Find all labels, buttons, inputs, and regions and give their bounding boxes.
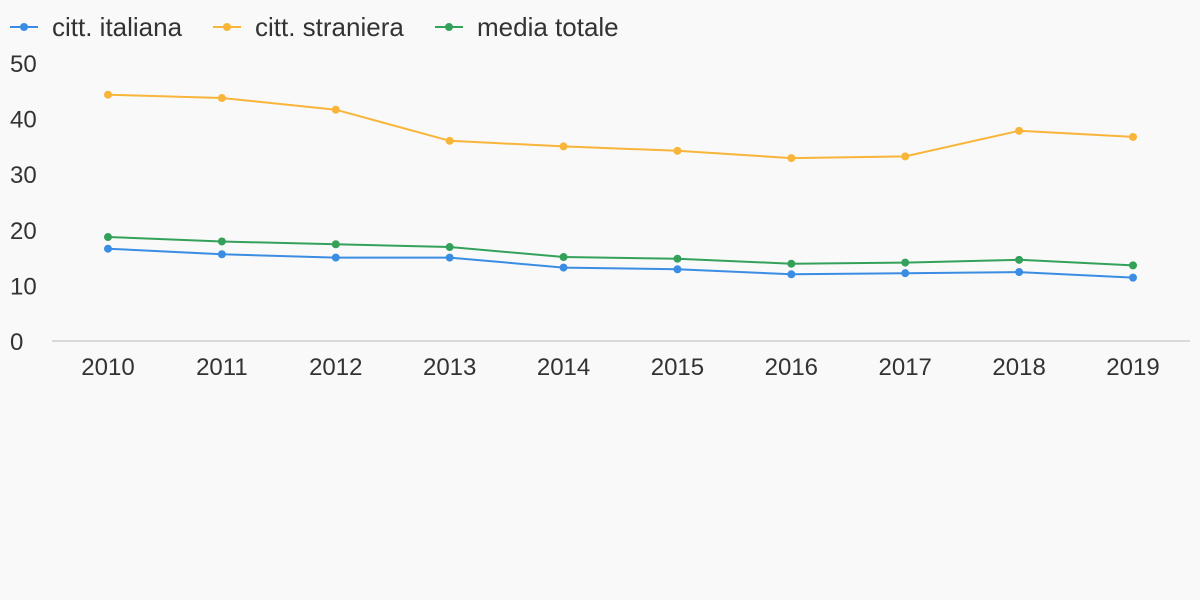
y-axis-ticks: 0 10 20 30 40 50 (10, 51, 37, 356)
x-axis-ticks: 2010 2011 2012 2013 2014 2015 2016 2017 2018 2019 (81, 354, 1159, 381)
data-point[interactable] (217, 237, 226, 246)
data-point[interactable] (673, 146, 682, 155)
data-point[interactable] (104, 90, 112, 99)
data-point[interactable] (901, 152, 910, 161)
y-tick-label: 30 (10, 162, 37, 189)
data-point[interactable] (1015, 255, 1024, 264)
data-point[interactable] (901, 258, 910, 267)
data-point[interactable] (901, 269, 910, 278)
legend-swatch-marker (223, 23, 231, 31)
data-point[interactable] (1015, 126, 1024, 135)
y-tick-label: 40 (10, 107, 37, 134)
data-point[interactable] (445, 136, 454, 145)
data-point[interactable] (1129, 261, 1137, 270)
legend-label: media totale (477, 12, 619, 42)
x-tick-label: 2010 (81, 354, 134, 381)
data-point[interactable] (559, 142, 568, 151)
data-point[interactable] (445, 253, 454, 262)
series-line (107, 247, 1134, 279)
legend-swatch-marker (20, 23, 28, 31)
series-line (107, 236, 1134, 267)
data-point[interactable] (104, 244, 112, 253)
data-point[interactable] (217, 250, 226, 259)
data-point[interactable] (217, 94, 226, 103)
x-tick-label: 2011 (196, 354, 248, 381)
x-tick-label: 2012 (309, 354, 362, 381)
y-tick-label: 20 (10, 218, 37, 245)
series-1 (104, 90, 1137, 163)
y-tick-label: 0 (10, 329, 23, 356)
x-tick-label: 2017 (879, 354, 932, 381)
legend-item-2[interactable]: media totale (435, 12, 619, 42)
data-point[interactable] (673, 265, 682, 274)
x-tick-label: 2016 (765, 354, 818, 381)
legend: citt. italiana citt. straniera media total… (10, 12, 619, 42)
data-point[interactable] (787, 154, 796, 163)
data-point[interactable] (787, 270, 796, 279)
x-tick-label: 2019 (1106, 354, 1159, 381)
data-point[interactable] (559, 253, 568, 262)
series-line (107, 93, 1134, 160)
legend-swatch-marker (445, 23, 453, 31)
x-tick-label: 2015 (651, 354, 704, 381)
series-layer (104, 90, 1137, 282)
data-point[interactable] (331, 105, 340, 114)
data-point[interactable] (1129, 132, 1137, 141)
legend-item-0[interactable]: citt. italiana (10, 12, 183, 42)
data-point[interactable] (1129, 273, 1137, 282)
data-point[interactable] (445, 243, 454, 252)
series-0 (104, 244, 1137, 282)
data-point[interactable] (787, 259, 796, 268)
data-point[interactable] (331, 240, 340, 249)
y-tick-label: 10 (10, 273, 37, 300)
data-point[interactable] (104, 233, 112, 242)
x-tick-label: 2014 (537, 354, 590, 381)
data-point[interactable] (559, 263, 568, 272)
legend-item-1[interactable]: citt. straniera (213, 12, 404, 42)
legend-label: citt. straniera (255, 12, 404, 42)
data-point[interactable] (673, 254, 682, 263)
series-2 (104, 233, 1137, 270)
x-tick-label: 2018 (992, 354, 1045, 381)
x-tick-label: 2013 (423, 354, 476, 381)
data-point[interactable] (331, 253, 340, 262)
legend-label: citt. italiana (52, 12, 183, 42)
y-tick-label: 50 (10, 51, 37, 78)
data-point[interactable] (1015, 268, 1024, 277)
